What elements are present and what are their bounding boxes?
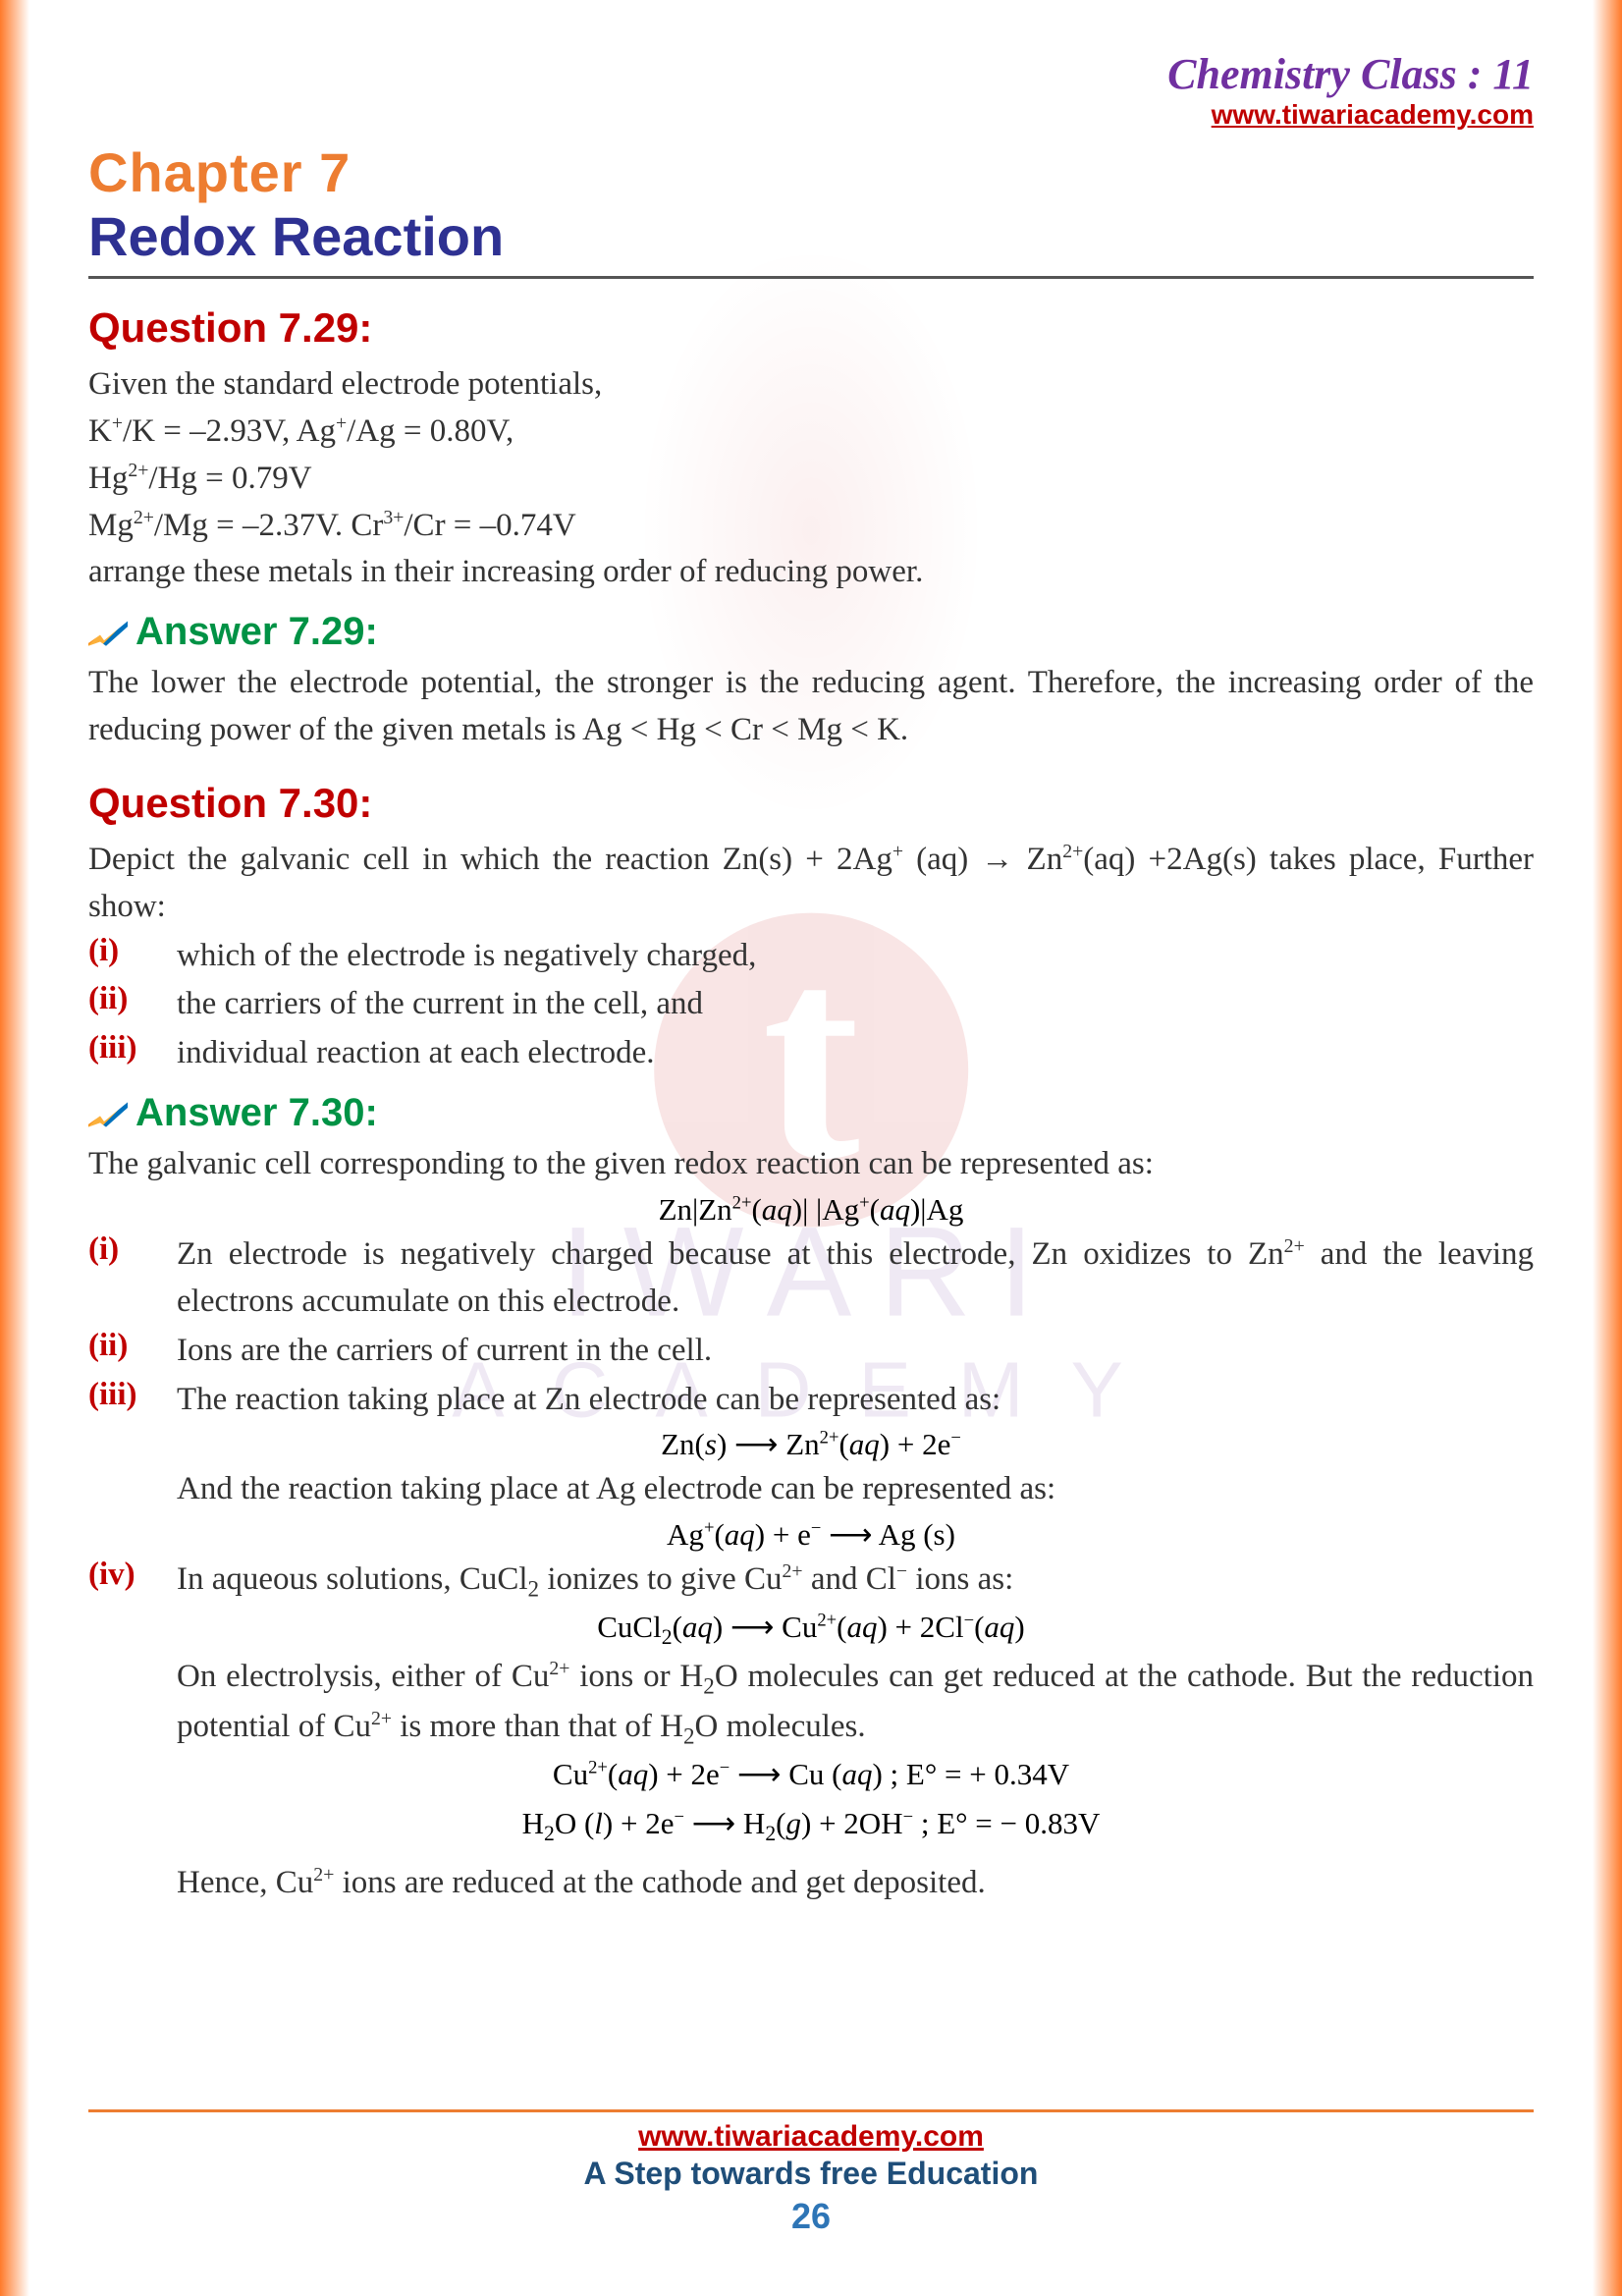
q729-line4: Mg2+/Mg = –2.37V. Cr3+/Cr = –0.74V bbox=[88, 503, 1534, 550]
eq-cell-notation: Zn|Zn2+(aq)| |Ag+(aq)|Ag bbox=[88, 1192, 1534, 1228]
header: Chemistry Class : 11 www.tiwariacademy.c… bbox=[88, 49, 1534, 131]
part-num: (i) bbox=[88, 1231, 157, 1326]
q730-intro: Depict the galvanic cell in which the re… bbox=[88, 837, 1534, 931]
spacer bbox=[88, 1466, 157, 1513]
part-num: (ii) bbox=[88, 1328, 157, 1375]
footer-site-link[interactable]: www.tiwariacademy.com bbox=[88, 2120, 1534, 2154]
a730-part-ii: (ii) Ions are the carriers of current in … bbox=[88, 1328, 1534, 1375]
eq-zn: Zn(s) ⟶ Zn2+(aq) + 2e− bbox=[88, 1427, 1534, 1462]
q730-part-i: (i) which of the electrode is negatively … bbox=[88, 933, 1534, 980]
part-num: (ii) bbox=[88, 981, 157, 1028]
part-text: which of the electrode is negatively cha… bbox=[177, 933, 756, 980]
a730-conclusion: Hence, Cu2+ ions are reduced at the cath… bbox=[88, 1860, 1534, 1907]
spacer bbox=[88, 1860, 157, 1907]
a730-ag-intro: And the reaction taking place at Ag elec… bbox=[88, 1466, 1534, 1513]
part-text: individual reaction at each electrode. bbox=[177, 1030, 655, 1077]
q729-line5: arrange these metals in their increasing… bbox=[88, 549, 1534, 596]
footer: www.tiwariacademy.com A Step towards fre… bbox=[88, 2109, 1534, 2237]
part-text: In aqueous solutions, CuCl2 ionizes to g… bbox=[177, 1557, 1534, 1606]
part-num: (iv) bbox=[88, 1557, 157, 1606]
part-text: the carriers of the current in the cell,… bbox=[177, 981, 703, 1028]
answer-729-label: Answer 7.29: bbox=[88, 610, 1534, 654]
eq-ag: Ag+(aq) + e− ⟶ Ag (s) bbox=[88, 1517, 1534, 1553]
q729-line1: Given the standard electrode potentials, bbox=[88, 361, 1534, 409]
left-edge-gradient bbox=[0, 0, 29, 2296]
chapter-title: Redox Reaction bbox=[88, 204, 1534, 279]
answer-729-body: The lower the electrode potential, the s… bbox=[88, 660, 1534, 754]
a730-part-i: (i) Zn electrode is negatively charged be… bbox=[88, 1231, 1534, 1326]
answer-730-label: Answer 7.30: bbox=[88, 1091, 1534, 1135]
eq-h2o: H2O (l) + 2e− ⟶ H2(g) + 2OH− ; E° = − 0.… bbox=[88, 1806, 1534, 1846]
question-729-label: Question 7.29: bbox=[88, 304, 1534, 352]
q729-line2: K+/K = –2.93V, Ag+/Ag = 0.80V, bbox=[88, 409, 1534, 456]
answer-729-text: Answer 7.29: bbox=[135, 610, 378, 654]
conclusion-text: Hence, Cu2+ ions are reduced at the cath… bbox=[177, 1860, 1534, 1907]
part-text: Zn electrode is negatively charged becau… bbox=[177, 1231, 1534, 1326]
question-730-label: Question 7.30: bbox=[88, 780, 1534, 827]
header-site-link[interactable]: www.tiwariacademy.com bbox=[88, 99, 1534, 131]
answer-730-text: Answer 7.30: bbox=[135, 1091, 378, 1135]
page-content: Chemistry Class : 11 www.tiwariacademy.c… bbox=[88, 49, 1534, 2247]
page-number: 26 bbox=[88, 2196, 1534, 2237]
chapter-label: Chapter 7 bbox=[88, 140, 1534, 204]
part-num: (iii) bbox=[88, 1030, 157, 1077]
a730-part-iv: (iv) In aqueous solutions, CuCl2 ionizes … bbox=[88, 1557, 1534, 1606]
class-title: Chemistry Class : 11 bbox=[88, 49, 1534, 99]
q729-line3: Hg2+/Hg = 0.79V bbox=[88, 456, 1534, 503]
spacer bbox=[88, 1654, 157, 1752]
part-text: The reaction taking place at Zn electrod… bbox=[177, 1377, 1534, 1424]
footer-tagline: A Step towards free Education bbox=[88, 2156, 1534, 2192]
electrolysis-text: On electrolysis, either of Cu2+ ions or … bbox=[177, 1654, 1534, 1752]
ag-intro-text: And the reaction taking place at Ag elec… bbox=[177, 1466, 1534, 1513]
a730-intro: The galvanic cell corresponding to the g… bbox=[88, 1141, 1534, 1188]
eq-cucl2: CuCl2(aq) ⟶ Cu2+(aq) + 2Cl−(aq) bbox=[88, 1610, 1534, 1650]
right-edge-gradient bbox=[1593, 0, 1622, 2296]
q730-part-ii: (ii) the carriers of the current in the c… bbox=[88, 981, 1534, 1028]
a730-electrolysis: On electrolysis, either of Cu2+ ions or … bbox=[88, 1654, 1534, 1752]
part-text: Ions are the carriers of current in the … bbox=[177, 1328, 1534, 1375]
a730-part-iii: (iii) The reaction taking place at Zn ele… bbox=[88, 1377, 1534, 1424]
q730-part-iii: (iii) individual reaction at each electro… bbox=[88, 1030, 1534, 1077]
part-num: (iii) bbox=[88, 1377, 157, 1424]
part-num: (i) bbox=[88, 933, 157, 980]
eq-cu: Cu2+(aq) + 2e− ⟶ Cu (aq) ; E° = + 0.34V bbox=[88, 1757, 1534, 1792]
